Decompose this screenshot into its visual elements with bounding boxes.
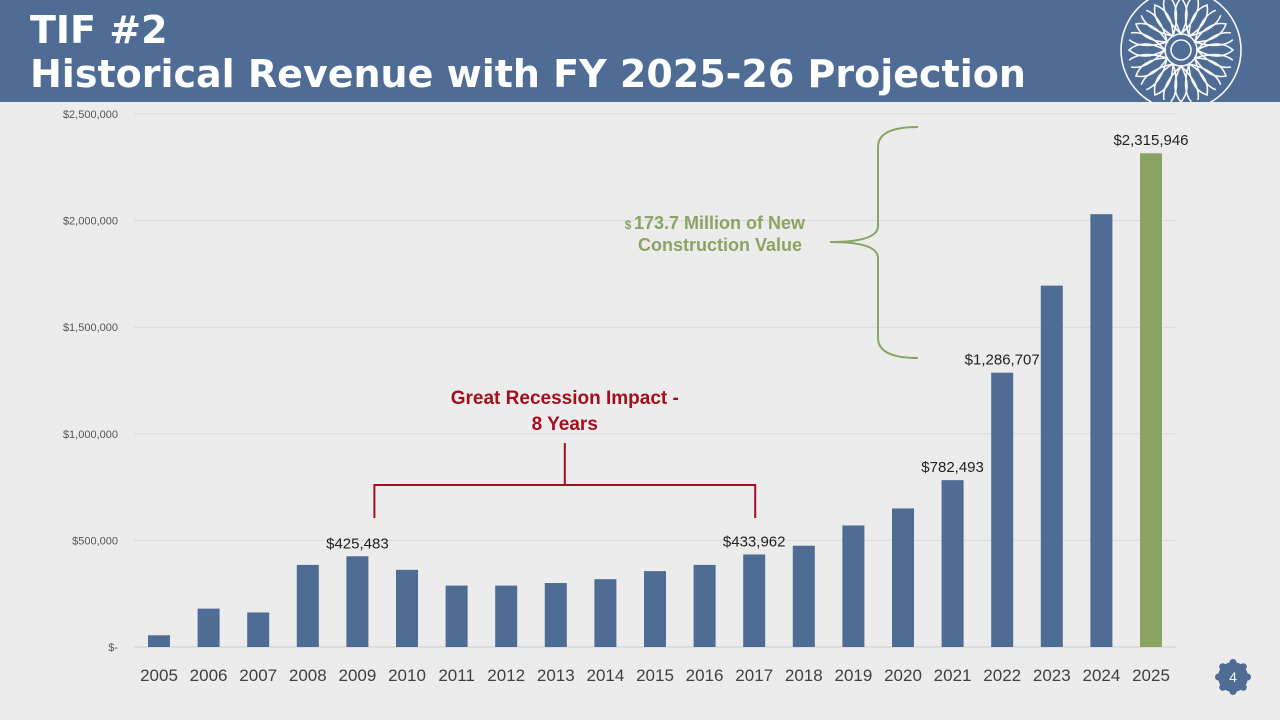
data-label: $1,286,707 (965, 352, 1040, 369)
bar-2010 (396, 569, 418, 647)
bar-2006 (197, 608, 220, 647)
x-tick-label: 2011 (438, 666, 475, 685)
bar-2025 (1140, 153, 1162, 648)
bar-2024 (1090, 214, 1113, 648)
city-seal-logo-icon (1120, 0, 1242, 102)
y-tick-label: $2,000,000 (63, 216, 118, 228)
bar-2005 (148, 635, 170, 647)
x-tick-label: 2008 (289, 666, 327, 685)
x-tick-label: 2006 (190, 666, 228, 685)
construction-annotation-prefix: $ (625, 218, 632, 232)
x-tick-label: 2017 (735, 666, 773, 685)
y-tick-label: $2,500,000 (63, 109, 118, 121)
x-tick-label: 2010 (388, 666, 426, 685)
page-number-badge-icon (1215, 659, 1251, 695)
bar-2013 (544, 583, 567, 647)
data-label: $782,493 (921, 459, 984, 476)
x-tick-label: 2009 (338, 666, 376, 685)
slide-title-line1: TIF #2 (30, 8, 168, 52)
recession-annotation-text: 8 Years (532, 414, 598, 435)
construction-annotation-text: 173.7 Million of New (634, 213, 806, 233)
bar-2020 (892, 508, 914, 647)
construction-annotation-text: Construction Value (638, 235, 802, 255)
construction-brace (829, 126, 919, 359)
bar-2014 (594, 579, 617, 647)
x-tick-label: 2020 (884, 666, 922, 685)
bar-2019 (842, 525, 865, 647)
y-tick-label: $500,000 (72, 535, 118, 547)
y-tick-label: $1,000,000 (63, 429, 118, 441)
x-tick-label: 2025 (1132, 666, 1170, 685)
bar-2023 (1040, 285, 1063, 647)
bar-2022 (991, 372, 1014, 647)
x-tick-label: 2005 (140, 666, 178, 685)
bar-2016 (693, 564, 716, 647)
bar-2021 (941, 480, 964, 647)
x-tick-label: 2013 (537, 666, 575, 685)
x-tick-label: 2014 (586, 666, 624, 685)
x-tick-label: 2015 (636, 666, 674, 685)
bar-2007 (247, 612, 270, 647)
bar-2008 (296, 564, 319, 647)
x-tick-label: 2018 (785, 666, 823, 685)
x-tick-label: 2012 (487, 666, 525, 685)
x-tick-label: 2007 (239, 666, 277, 685)
slide-title-line2: Historical Revenue with FY 2025-26 Proje… (30, 52, 1026, 96)
bar-2012 (495, 585, 518, 647)
x-tick-label: 2022 (983, 666, 1021, 685)
header-bar (0, 0, 1280, 102)
data-label: $2,315,946 (1113, 132, 1188, 149)
y-tick-label: $- (108, 642, 118, 654)
bar-2017 (743, 554, 766, 647)
x-tick-label: 2021 (934, 666, 972, 685)
y-tick-label: $1,500,000 (63, 322, 118, 334)
x-tick-label: 2016 (686, 666, 724, 685)
bar-2009 (346, 556, 369, 647)
x-tick-label: 2024 (1082, 666, 1120, 685)
data-label: $425,483 (326, 535, 389, 552)
recession-annotation-text: Great Recession Impact - (451, 388, 679, 409)
bar-2011 (445, 585, 468, 647)
bar-2018 (792, 545, 815, 647)
data-label: $433,962 (723, 533, 786, 550)
bar-2015 (644, 571, 666, 647)
x-tick-label: 2019 (834, 666, 872, 685)
page-number: 4 (1229, 669, 1237, 685)
x-tick-label: 2023 (1033, 666, 1071, 685)
recession-bracket (373, 443, 757, 518)
